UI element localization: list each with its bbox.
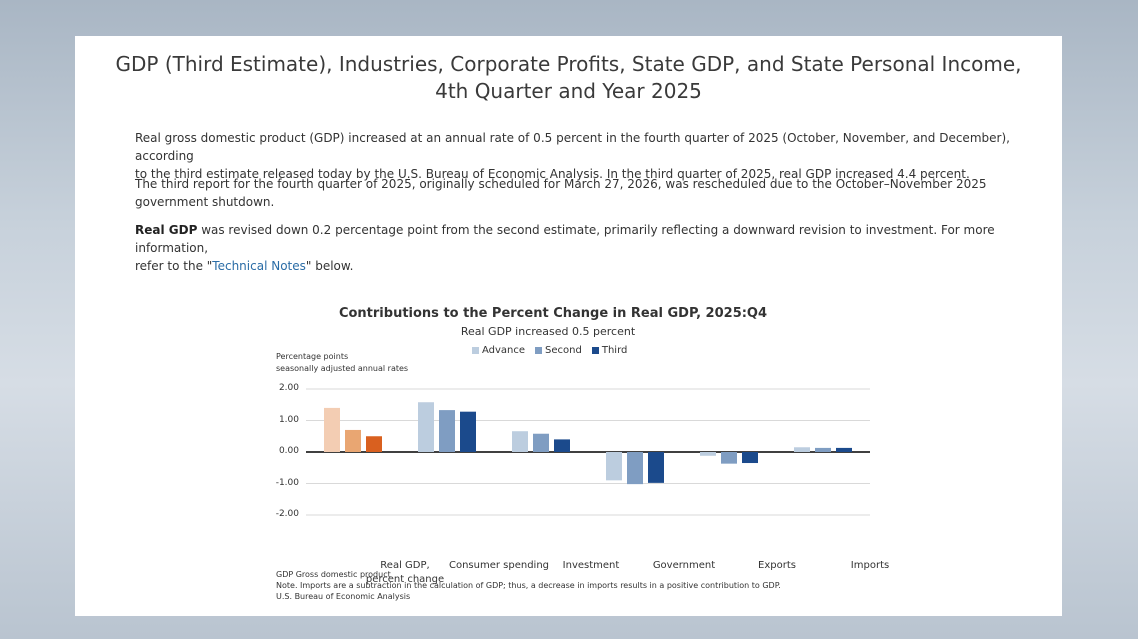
revision-paragraph: Real GDP was revised down 0.2 percentage… bbox=[135, 221, 1015, 275]
legend-label-advance: Advance bbox=[482, 345, 526, 356]
note-abbreviation: GDP Gross domestic product bbox=[276, 570, 391, 579]
bar-second bbox=[345, 429, 361, 452]
bar-advance bbox=[418, 402, 434, 452]
chart-title: Contributions to the Percent Change in R… bbox=[338, 306, 768, 321]
bar-second bbox=[533, 433, 549, 452]
bar-third bbox=[554, 439, 570, 452]
summary-paragraph: Real gross domestic product (GDP) increa… bbox=[135, 129, 1015, 183]
gdp-contributions-chart: Contributions to the Percent Change in R… bbox=[272, 303, 890, 608]
legend-label-second: Second bbox=[545, 345, 582, 356]
legend-swatch-third bbox=[591, 347, 599, 354]
schedule-paragraph: The third report for the fourth quarter … bbox=[135, 175, 1015, 211]
report-card: GDP (Third Estimate), Industries, Corpor… bbox=[75, 36, 1062, 616]
x-category-line: percent change bbox=[365, 574, 445, 585]
revision-line-2-pre: refer to the " bbox=[135, 259, 213, 273]
bar-advance bbox=[324, 407, 340, 452]
x-category-label: Real GDP, percent change bbox=[350, 559, 460, 587]
bar-third bbox=[742, 452, 758, 464]
revision-line-2-post: " below. bbox=[305, 259, 354, 273]
legend-item-second: Second bbox=[535, 345, 582, 356]
title-line-1: GDP (Third Estimate), Industries, Corpor… bbox=[115, 52, 1022, 76]
x-category-label: Consumer spending bbox=[448, 560, 550, 571]
bar-second bbox=[627, 452, 643, 485]
schedule-line-1: The third report for the fourth quarter … bbox=[135, 177, 987, 191]
bar-third bbox=[460, 411, 476, 452]
y-tick-label: 0.00 bbox=[278, 446, 299, 456]
x-category-label: Government bbox=[652, 560, 716, 571]
bar-second bbox=[815, 447, 831, 452]
title-line-2: 4th Quarter and Year 2025 bbox=[435, 79, 702, 103]
chart-plot-area bbox=[306, 388, 870, 516]
bar-advance bbox=[700, 452, 716, 456]
bar-advance bbox=[794, 447, 810, 452]
bar-third bbox=[648, 452, 664, 483]
y-axis-sublabel: seasonally adjusted annual rates bbox=[276, 364, 409, 373]
note-imports: Note. Imports are a subtraction in the c… bbox=[276, 581, 781, 590]
note-source: U.S. Bureau of Economic Analysis bbox=[276, 592, 411, 601]
y-tick-label: 1.00 bbox=[278, 414, 299, 425]
chart-notes: GDP Gross domestic product Note. Imports… bbox=[276, 569, 781, 602]
y-tick-label: -1.00 bbox=[275, 477, 299, 488]
schedule-line-2: government shutdown. bbox=[135, 195, 275, 209]
revision-line-1: was revised down 0.2 percentage point fr… bbox=[135, 223, 995, 255]
bar-advance bbox=[512, 431, 528, 452]
legend-item-advance: Advance bbox=[472, 345, 525, 356]
x-category-label: Exports bbox=[758, 560, 796, 571]
legend-item-third: Third bbox=[591, 345, 628, 356]
bar-third bbox=[836, 447, 852, 452]
bar-advance bbox=[606, 452, 622, 481]
bar-second bbox=[439, 410, 455, 452]
real-gdp-label: Real GDP bbox=[135, 223, 198, 237]
y-tick-label: 2.00 bbox=[278, 383, 299, 393]
bar-third bbox=[366, 436, 382, 452]
legend-swatch-second bbox=[535, 347, 543, 354]
chart-subtitle: Real GDP increased 0.5 percent bbox=[460, 325, 636, 338]
technical-notes-link[interactable]: Technical Notes bbox=[212, 259, 306, 273]
chart-legend: Advance Second Third bbox=[472, 345, 627, 356]
y-axis-label: Percentage points bbox=[276, 352, 349, 361]
legend-label-third: Third bbox=[601, 345, 628, 356]
page-title: GDP (Third Estimate), Industries, Corpor… bbox=[95, 51, 1042, 105]
summary-line-1: Real gross domestic product (GDP) increa… bbox=[135, 131, 1010, 163]
x-category-label: Investment bbox=[562, 560, 620, 571]
x-category-label: Imports bbox=[850, 560, 890, 571]
bar-second bbox=[721, 452, 737, 464]
x-category-line: Real GDP, bbox=[380, 560, 430, 571]
y-tick-label: -2.00 bbox=[275, 509, 299, 519]
summary-line-2: to the third estimate released today by … bbox=[135, 167, 970, 181]
legend-swatch-advance bbox=[472, 347, 479, 354]
